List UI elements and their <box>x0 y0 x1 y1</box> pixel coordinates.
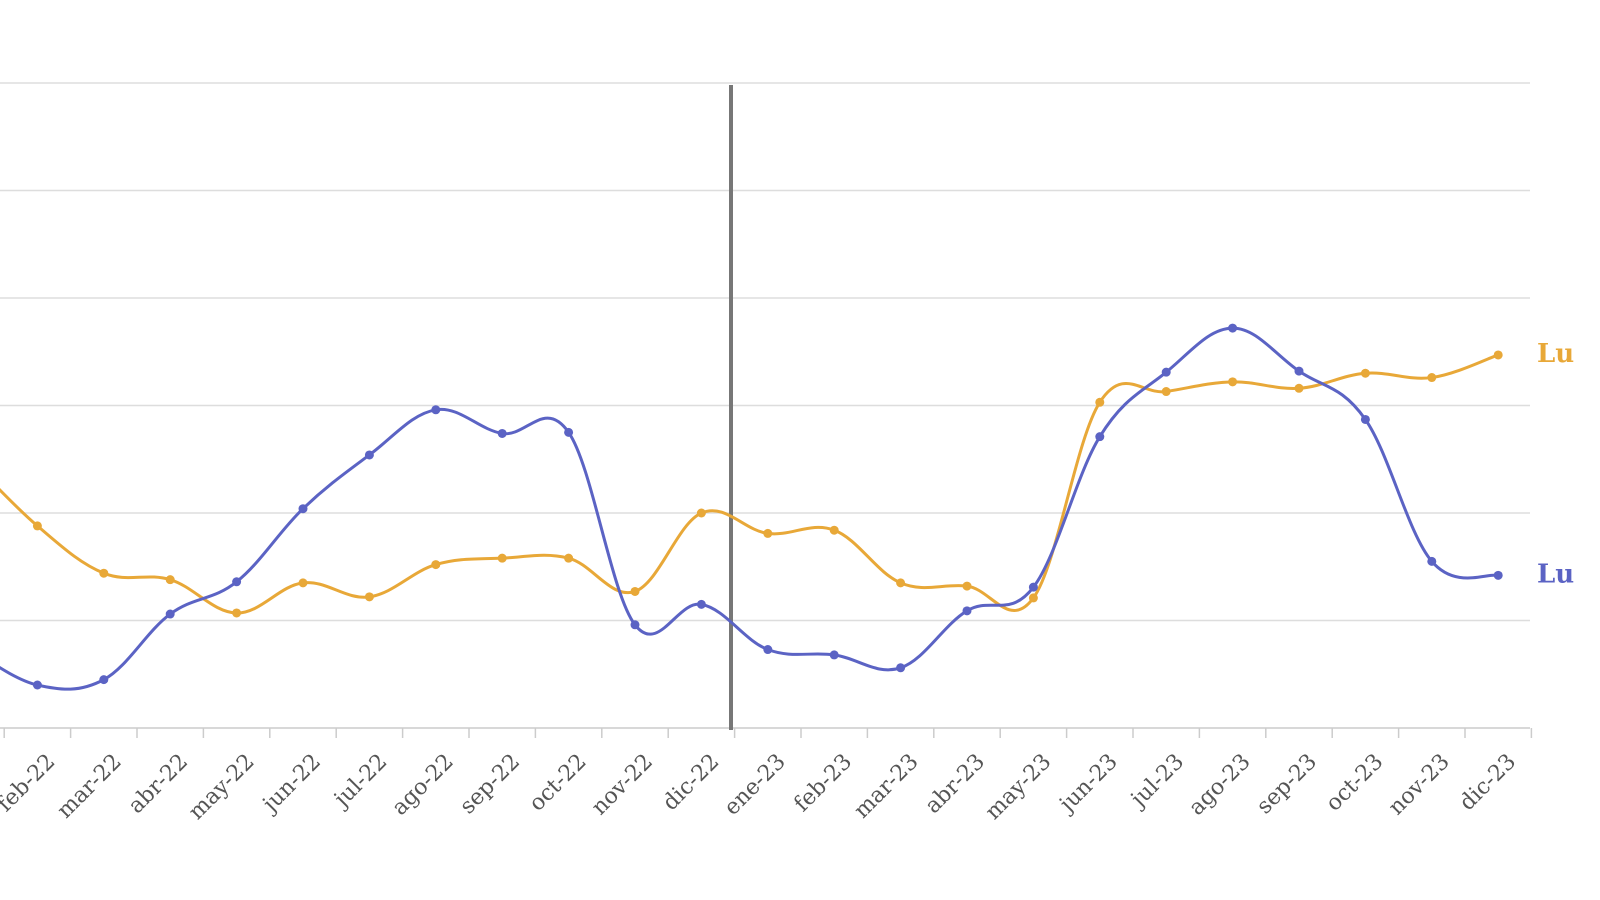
x-tick-label: abr-23 <box>921 749 990 818</box>
data-point <box>962 606 972 616</box>
x-tick-label: sep-22 <box>455 749 525 819</box>
data-point <box>497 428 507 438</box>
data-point <box>763 645 773 655</box>
x-tick-label: oct-23 <box>1321 749 1388 816</box>
data-point <box>32 680 42 690</box>
data-point <box>1028 582 1038 592</box>
data-point <box>896 578 906 588</box>
x-tick-label: mar-22 <box>53 749 127 823</box>
data-point <box>696 508 706 518</box>
x-tick-label: may-23 <box>981 749 1057 825</box>
x-tick-label: ago-23 <box>1184 749 1255 820</box>
data-point <box>1294 366 1304 376</box>
data-point <box>364 592 374 602</box>
data-point <box>431 405 441 415</box>
data-point <box>962 581 972 591</box>
data-point <box>99 675 109 685</box>
data-point <box>1228 377 1238 387</box>
series-line <box>0 326 1499 691</box>
data-point <box>896 663 906 673</box>
data-point <box>497 553 507 563</box>
series-line <box>0 353 1499 615</box>
data-point <box>1294 383 1304 393</box>
x-tick-label: ago-22 <box>387 749 458 820</box>
data-point <box>364 450 374 460</box>
data-point <box>298 504 308 514</box>
x-tick-label: oct-22 <box>525 749 592 816</box>
x-tick-label: mar-23 <box>849 749 923 823</box>
x-tick-label: sep-23 <box>1252 749 1322 819</box>
data-point <box>1228 323 1238 333</box>
data-point <box>763 528 773 538</box>
x-tick-label: may-22 <box>184 749 260 825</box>
data-point <box>1427 373 1437 383</box>
data-point <box>696 599 706 609</box>
data-point <box>564 553 574 563</box>
data-point <box>1095 432 1105 442</box>
data-point <box>32 521 42 531</box>
data-point <box>165 575 175 585</box>
data-point <box>1427 556 1437 566</box>
data-point <box>829 525 839 535</box>
data-point <box>1028 593 1038 603</box>
x-tick-label: dic-22 <box>658 749 724 815</box>
data-point <box>1095 397 1105 407</box>
series-label: Lu <box>1537 339 1574 369</box>
data-point <box>630 586 640 596</box>
x-tick-label: ene-23 <box>720 749 791 820</box>
data-point <box>298 578 308 588</box>
series-label: Lu <box>1537 559 1574 589</box>
grid <box>0 82 1533 738</box>
data-point <box>630 620 640 630</box>
data-point <box>1360 414 1370 424</box>
data-point <box>1493 570 1503 580</box>
data-point <box>232 577 242 587</box>
x-tick-label: feb-23 <box>790 749 858 817</box>
data-point <box>1360 368 1370 378</box>
x-tick-label: nov-23 <box>1384 749 1455 820</box>
plot <box>0 323 1503 691</box>
data-point <box>829 650 839 660</box>
data-point <box>431 560 441 570</box>
x-tick-label: abr-22 <box>124 749 193 818</box>
x-tick-label: dic-23 <box>1455 749 1521 815</box>
data-point <box>165 609 175 619</box>
data-point <box>1493 350 1503 360</box>
data-point <box>232 608 242 618</box>
x-tick-label: jun-23 <box>1053 749 1123 819</box>
x-tick-label: feb-22 <box>0 749 60 817</box>
data-point <box>99 568 109 578</box>
x-tick-label: jul-22 <box>328 749 393 814</box>
x-tick-label: jun-22 <box>256 749 326 819</box>
data-point <box>1161 387 1171 397</box>
x-tick-label: nov-22 <box>587 749 658 820</box>
x-tick-label: jul-23 <box>1125 749 1190 814</box>
data-point <box>1161 367 1171 377</box>
data-point <box>564 427 574 437</box>
